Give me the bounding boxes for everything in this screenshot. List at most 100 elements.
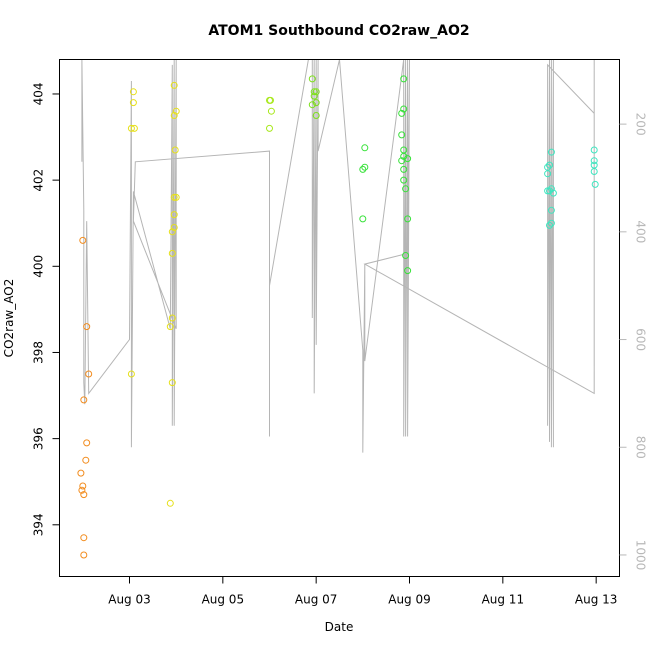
data-point: [127, 124, 135, 132]
data-point: [404, 155, 412, 163]
data-point: [590, 168, 598, 175]
data-point: [310, 88, 318, 96]
x-tick-label: Aug 03: [108, 593, 151, 607]
data-point: [267, 96, 274, 104]
data-point: [312, 99, 320, 107]
data-point: [546, 221, 553, 229]
data-point: [77, 469, 85, 477]
data-point: [402, 185, 410, 193]
data-point: [172, 107, 180, 115]
y-right-tick-label: 200: [634, 113, 648, 136]
data-point: [80, 396, 88, 404]
data-point: [547, 206, 555, 214]
data-point: [130, 124, 138, 132]
x-tick-label: Aug 05: [202, 593, 245, 607]
y-tick-label: 400: [32, 255, 46, 278]
x-tick-label: Aug 09: [388, 593, 431, 607]
data-point: [170, 211, 178, 219]
y-tick-label: 396: [32, 427, 46, 450]
plot-frame: [59, 59, 620, 577]
data-point: [79, 482, 87, 490]
y-right-tick-label: 1000: [634, 540, 648, 571]
data-point: [398, 109, 406, 117]
data-point: [82, 456, 90, 464]
data-point: [129, 88, 137, 96]
data-point: [359, 215, 367, 223]
data-point: [83, 439, 91, 447]
data-point: [170, 224, 178, 231]
data-point: [312, 112, 320, 119]
data-point: [78, 486, 86, 494]
data-point: [308, 101, 316, 109]
y-right-tick-label: 400: [634, 220, 648, 243]
y-axis-left: 394 396 398 400 402 404: [32, 83, 60, 536]
y-right-tick-label: 800: [634, 436, 648, 459]
data-point: [168, 249, 176, 257]
data-point: [591, 180, 599, 188]
data-point: [400, 152, 408, 160]
data-point: [80, 491, 88, 499]
data-point: [172, 193, 180, 201]
series-6: [544, 146, 599, 229]
y-tick-label: 402: [32, 169, 46, 192]
data-point: [129, 99, 137, 107]
chart-title: ATOM1 Southbound CO2raw_AO2: [208, 23, 469, 39]
series-3: [266, 96, 275, 132]
data-point: [170, 81, 178, 89]
data-point: [400, 176, 408, 184]
data-point: [266, 124, 273, 132]
data-point: [549, 189, 557, 197]
data-point: [166, 499, 174, 507]
data-point: [308, 75, 316, 83]
y-right-tick-label: 600: [634, 328, 648, 351]
x-axis: Aug 03 Aug 05 Aug 07 Aug 09 Aug 11 Aug 13: [108, 576, 618, 607]
series-2: [127, 81, 180, 507]
trace-line-layer: [81, 59, 595, 453]
data-point: [168, 228, 176, 236]
data-point: [310, 92, 318, 100]
data-point: [400, 105, 408, 113]
y-axis-label: CO2raw_AO2: [2, 279, 16, 358]
data-point: [79, 236, 87, 244]
x-tick-label: Aug 13: [575, 593, 618, 607]
data-point: [312, 88, 320, 96]
data-point: [171, 146, 179, 154]
x-axis-label: Date: [325, 620, 354, 634]
y-tick-label: 404: [32, 83, 46, 106]
y-tick-label: 394: [32, 513, 46, 536]
data-point: [544, 187, 552, 195]
data-point: [83, 323, 91, 331]
data-point: [127, 370, 135, 378]
data-point: [170, 112, 178, 119]
data-point: [590, 157, 598, 165]
data-point: [547, 148, 555, 156]
data-point: [547, 185, 555, 193]
data-point: [546, 187, 553, 195]
series-4: [308, 75, 320, 119]
data-point: [398, 157, 406, 165]
data-point: [361, 163, 369, 171]
x-tick-label: Aug 11: [482, 593, 525, 607]
data-point: [400, 165, 408, 173]
x-tick-label: Aug 07: [295, 593, 338, 607]
data-point: [398, 131, 406, 139]
y-tick-label: 398: [32, 341, 46, 364]
data-point: [404, 215, 412, 223]
data-point: [168, 379, 176, 387]
series-5: [359, 75, 412, 275]
data-point: [361, 144, 369, 152]
trace-line: [81, 59, 595, 453]
data-point: [166, 323, 174, 331]
data-point: [544, 170, 552, 178]
data-point: [168, 314, 176, 322]
data-point: [359, 165, 367, 173]
data-point: [400, 75, 408, 83]
data-point: [547, 219, 555, 227]
data-point: [267, 107, 275, 115]
data-point: [402, 252, 410, 259]
data-point: [404, 267, 412, 275]
data-point: [80, 551, 88, 559]
data-point: [590, 146, 598, 154]
data-points-layer: [77, 75, 599, 559]
